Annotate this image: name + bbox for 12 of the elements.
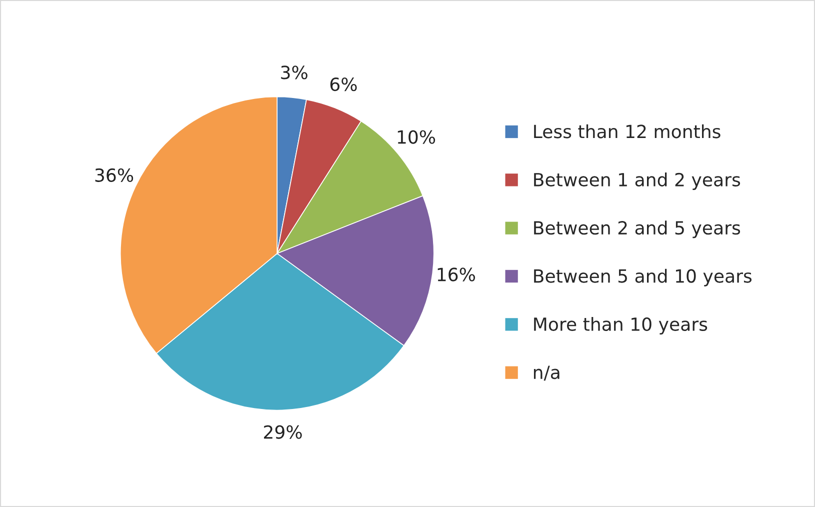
data-label: 16% xyxy=(438,268,475,282)
data-label: 36% xyxy=(95,168,134,182)
legend-label: n/a xyxy=(534,366,560,381)
data-label: 10% xyxy=(398,130,436,144)
data-label: 6% xyxy=(330,78,357,92)
legend-label: Between 1 and 2 years xyxy=(534,172,740,190)
data-label: 29% xyxy=(264,425,302,439)
legend-label: Between 2 and 5 years xyxy=(534,220,740,238)
legend-label: Between 5 and 10 years xyxy=(534,268,752,286)
legend-label: More than 10 years xyxy=(534,317,708,334)
legend-label: Less than 12 months xyxy=(534,124,720,138)
data-label: 3% xyxy=(281,66,308,80)
